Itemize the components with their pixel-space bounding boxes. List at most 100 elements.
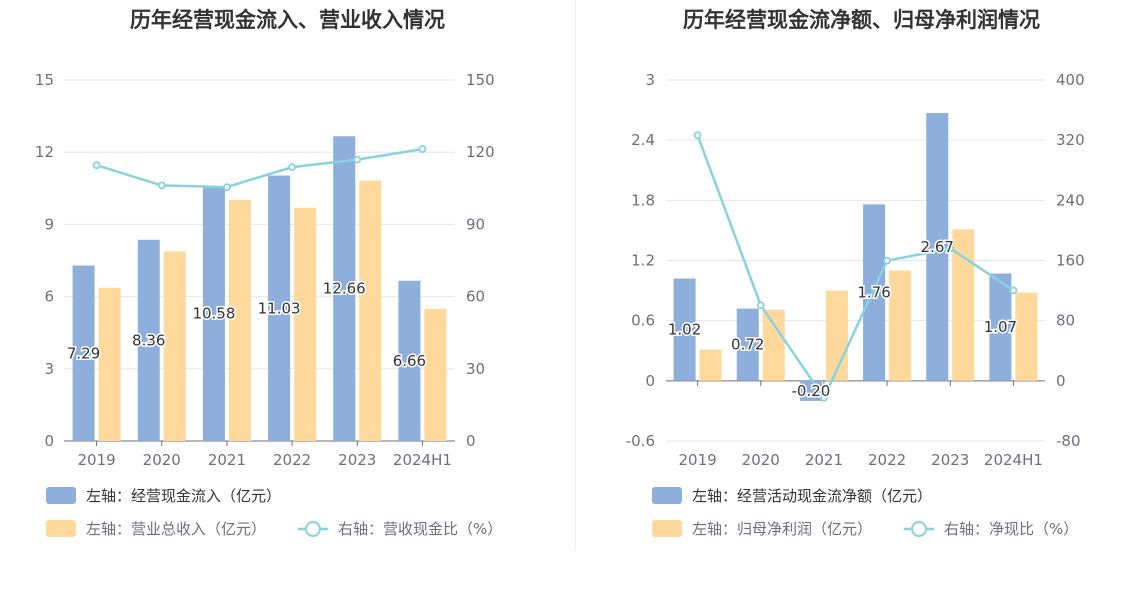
x-tick-label: 2022	[868, 451, 906, 469]
data-label: 2.67	[921, 238, 954, 256]
bar	[72, 265, 95, 441]
data-label: 1.02	[668, 321, 701, 339]
line-point	[756, 301, 765, 310]
y-left-tick-label: 6	[44, 288, 54, 306]
y-right-tick-label: 80	[1056, 312, 1075, 330]
bar	[699, 349, 722, 381]
bar	[398, 280, 421, 441]
legend-label: 左轴：营业总收入（亿元）	[86, 520, 266, 538]
data-label: 10.58	[192, 305, 235, 323]
line-point	[693, 131, 702, 140]
bar	[137, 239, 160, 441]
x-tick-label: 2019	[678, 451, 716, 469]
legend-swatch	[46, 487, 76, 504]
bar	[952, 229, 975, 381]
line-point	[946, 244, 955, 253]
legend-marker	[911, 521, 927, 537]
bar	[1015, 292, 1038, 381]
chart-title: 历年经营现金流入、营业收入情况	[130, 8, 445, 32]
line-series	[696, 134, 1015, 401]
data-label: 11.03	[258, 299, 301, 317]
legend-label: 左轴：经营活动现金流净额（亿元）	[692, 487, 932, 505]
panel-divider	[575, 0, 576, 550]
x-tick-label: 2022	[273, 451, 311, 469]
bar	[762, 309, 785, 381]
line-point	[92, 161, 101, 170]
x-tick-label: 2024H1	[393, 451, 452, 469]
legend-swatch	[652, 520, 682, 537]
x-tick-label: 2020	[742, 451, 780, 469]
y-left-tick-label: 0.6	[631, 312, 655, 330]
bar	[163, 251, 186, 441]
y-left-tick-label: 15	[35, 71, 54, 89]
data-label: 6.66	[393, 352, 426, 370]
y-right-tick-label: -80	[1056, 432, 1081, 450]
bar	[673, 278, 696, 381]
line-point	[418, 145, 427, 153]
bar	[424, 308, 447, 441]
chart-panel-cash-inflow: 历年经营现金流入、营业收入情况 0 0 3 30 6 60 9 90 12 120 15 150 201…	[35, 8, 502, 538]
line-point	[353, 155, 362, 164]
x-tick-label: 2019	[77, 451, 115, 469]
y-left-tick-label: 2.4	[631, 131, 655, 149]
y-right-tick-label: 0	[1056, 372, 1066, 390]
x-tick-label: 2020	[143, 451, 181, 469]
y-left-tick-label: 9	[44, 215, 54, 233]
y-left-tick-label: 0	[44, 432, 54, 450]
line-point	[820, 393, 828, 402]
chart-panel-net-cash: 历年经营现金流净额、归母净利润情况 -0.6 -80 0 0 0.6 80 1.2 160 1.…	[576, 0, 1147, 589]
y-right-tick-label: 240	[1056, 191, 1085, 209]
bar	[294, 207, 317, 441]
y-right-tick-label: 30	[466, 360, 485, 378]
x-tick-label: 2021	[805, 451, 843, 469]
line-point	[223, 183, 231, 191]
y-right-tick-label: 320	[1056, 131, 1085, 149]
line-point	[883, 256, 891, 265]
line-point	[288, 163, 296, 172]
y-left-tick-label: 3	[44, 360, 54, 378]
x-tick-label: 2023	[931, 451, 969, 469]
bar	[333, 136, 356, 442]
y-left-tick-label: 1.2	[631, 252, 655, 270]
bar	[228, 199, 251, 441]
y-left-tick-label: 12	[35, 143, 54, 161]
x-tick-label: 2024H1	[984, 451, 1043, 469]
data-label: 0.72	[731, 336, 764, 354]
y-right-tick-label: 160	[1056, 252, 1085, 270]
y-right-tick-label: 120	[466, 143, 495, 161]
legend-label: 左轴：归母净利润（亿元）	[692, 520, 872, 538]
chart-net-cash-profit: -0.6 -80 0 0 0.6 80 1.2 160 1.8 240 2.4 320 3 400 2019…	[626, 71, 1085, 538]
legend-swatch	[652, 487, 682, 504]
bar	[268, 175, 291, 441]
bar	[926, 113, 949, 381]
bar	[359, 180, 382, 441]
bar	[98, 287, 121, 441]
chart-title: 历年经营现金流净额、归母净利润情况	[683, 8, 1040, 32]
chart-cash-inflow-revenue: 0 0 3 30 6 60 9 90 12 120 15 150 2019 2020 2021 2022 202…	[35, 71, 502, 538]
y-left-tick-label: 3	[645, 71, 655, 89]
bar	[989, 273, 1012, 381]
data-label: -0.20	[792, 382, 831, 400]
x-tick-label: 2023	[338, 451, 376, 469]
y-left-tick-label: 1.8	[631, 191, 655, 209]
data-label: 8.36	[132, 331, 165, 349]
line-series	[96, 147, 423, 189]
legend-label: 左轴：经营现金流入（亿元）	[86, 487, 281, 505]
bar	[889, 270, 912, 381]
y-right-tick-label: 0	[466, 432, 476, 450]
bar	[202, 186, 225, 441]
y-right-tick-label: 150	[466, 71, 495, 89]
legend-label: 右轴：净现比（%）	[944, 520, 1078, 538]
bar	[736, 308, 759, 381]
line-point	[1009, 286, 1018, 295]
data-label: 7.29	[67, 344, 100, 362]
bar	[863, 204, 886, 381]
y-left-tick-label: -0.6	[626, 432, 655, 450]
y-right-tick-label: 60	[466, 288, 485, 306]
legend-label: 右轴：营收现金比（%）	[338, 520, 502, 538]
line-point	[157, 181, 166, 190]
y-left-tick-label: 0	[645, 372, 655, 390]
data-label: 12.66	[323, 280, 366, 298]
data-label: 1.76	[857, 284, 890, 302]
y-right-tick-label: 400	[1056, 71, 1085, 89]
